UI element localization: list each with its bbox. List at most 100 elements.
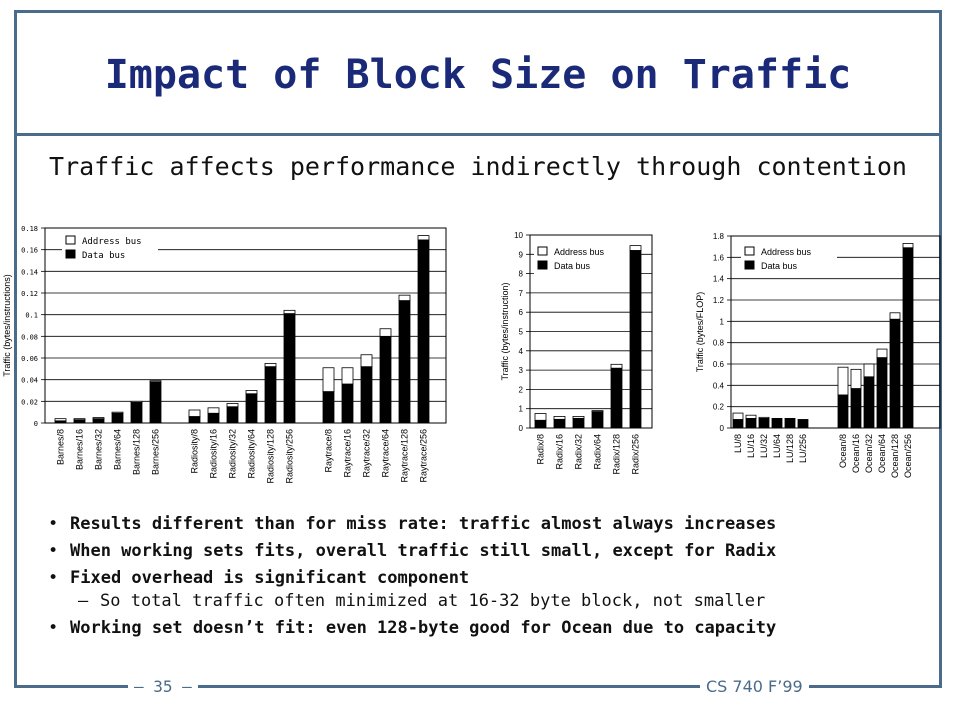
bar-data bbox=[902, 247, 914, 429]
y-tick-label: 1 bbox=[519, 405, 524, 414]
bar-address bbox=[850, 368, 862, 389]
legend-address-swatch bbox=[65, 235, 76, 245]
y-tick-label: 6 bbox=[519, 308, 524, 317]
legend-box bbox=[534, 243, 630, 277]
x-tick-label: Ocean/16 bbox=[851, 434, 861, 473]
bar-address bbox=[398, 294, 411, 301]
legend-box bbox=[62, 232, 158, 266]
bar-data bbox=[149, 381, 162, 424]
y-tick-label: 1.6 bbox=[713, 253, 725, 262]
bar-address bbox=[889, 312, 901, 320]
legend-data-label: Data bus bbox=[554, 261, 591, 271]
bar-address bbox=[534, 413, 547, 421]
bar-address bbox=[745, 414, 757, 419]
y-tick-label: 3 bbox=[519, 366, 524, 375]
bar-data bbox=[889, 318, 901, 429]
bar-data bbox=[784, 417, 796, 429]
y-tick-label: 0.04 bbox=[21, 377, 38, 385]
plot-frame bbox=[44, 227, 447, 424]
x-tick-label: Radiosity/256 bbox=[285, 429, 295, 484]
bar-data bbox=[771, 417, 783, 429]
legend-address-swatch bbox=[744, 246, 755, 256]
bar-data bbox=[379, 335, 392, 424]
bar-address bbox=[188, 409, 201, 417]
x-tick-label: LU/16 bbox=[746, 434, 756, 458]
bar-data bbox=[341, 383, 354, 424]
x-tick-label: Ocean/256 bbox=[903, 434, 913, 478]
y-tick-label: 1.4 bbox=[713, 275, 725, 284]
bar-address bbox=[417, 235, 430, 241]
bar-data bbox=[758, 417, 770, 429]
y-tick-label: 2 bbox=[519, 385, 524, 394]
bar-data bbox=[92, 418, 105, 424]
bullet-item: • Fixed overhead is significant component bbox=[48, 568, 470, 588]
bar-address bbox=[732, 412, 744, 420]
bar-data bbox=[283, 313, 296, 424]
x-tick-label: LU/128 bbox=[785, 434, 795, 463]
legend-data-label: Data bus bbox=[761, 261, 798, 271]
bullet-text: Working set doesn’t fit: even 128-byte g… bbox=[70, 618, 777, 638]
y-axis-label: Traffic (bytes/instruction) bbox=[500, 282, 510, 380]
bar-data bbox=[837, 394, 849, 429]
y-tick-label: 10 bbox=[514, 231, 523, 240]
bar-data bbox=[863, 376, 875, 429]
page-number: – 35 – bbox=[128, 677, 198, 696]
bullet-item: • When working sets fits, overall traffic… bbox=[48, 541, 777, 561]
y-tick-label: 1.8 bbox=[713, 232, 725, 241]
y-tick-label: 0.6 bbox=[713, 360, 725, 369]
bar-data bbox=[572, 417, 585, 429]
bar-data bbox=[534, 419, 547, 429]
bar-address bbox=[591, 410, 604, 412]
x-tick-label: Raytrace/8 bbox=[324, 429, 334, 473]
bar-address bbox=[226, 403, 239, 408]
bar-data bbox=[797, 419, 809, 429]
x-tick-label: Radix/16 bbox=[555, 434, 565, 470]
x-tick-label: LU/32 bbox=[759, 434, 769, 458]
bar-address bbox=[876, 348, 888, 359]
bar-address bbox=[92, 417, 105, 420]
course-label: CS 740 F’99 bbox=[700, 677, 809, 696]
sub-bullet-text: So total traffic often minimized at 16-3… bbox=[100, 591, 766, 611]
bar-data bbox=[245, 393, 258, 424]
y-tick-label: 0.8 bbox=[713, 339, 725, 348]
title-divider bbox=[14, 133, 942, 136]
bar-address bbox=[207, 407, 220, 414]
legend-data-swatch bbox=[744, 260, 755, 270]
legend-box bbox=[741, 243, 837, 277]
x-tick-label: Radiosity/32 bbox=[228, 429, 238, 479]
bar-data bbox=[398, 300, 411, 424]
bar-address bbox=[130, 400, 143, 403]
bar-data bbox=[610, 367, 623, 429]
plot-frame bbox=[730, 235, 941, 429]
y-tick-label: 1 bbox=[720, 317, 725, 326]
x-tick-label: Radix/128 bbox=[612, 434, 622, 475]
y-tick-label: 0.18 bbox=[21, 225, 38, 233]
bar-data bbox=[226, 406, 239, 424]
bar-data bbox=[188, 416, 201, 424]
x-tick-label: LU/64 bbox=[772, 434, 782, 458]
bar-data bbox=[850, 388, 862, 429]
bar-address bbox=[111, 411, 124, 414]
bar-address bbox=[758, 416, 770, 419]
bar-address bbox=[379, 328, 392, 337]
y-tick-label: 0 bbox=[720, 424, 725, 433]
x-tick-label: LU/256 bbox=[798, 434, 808, 463]
legend-data-swatch bbox=[65, 249, 76, 259]
x-tick-label: Radix/64 bbox=[593, 434, 603, 470]
y-tick-label: 5 bbox=[519, 328, 524, 337]
x-tick-label: Raytrace/64 bbox=[381, 429, 391, 478]
y-tick-label: 0.14 bbox=[21, 268, 38, 276]
bar-address bbox=[73, 418, 86, 421]
bar-data bbox=[322, 391, 335, 424]
y-tick-label: 9 bbox=[519, 250, 524, 259]
bar-address bbox=[264, 363, 277, 368]
bar-data bbox=[876, 357, 888, 429]
x-tick-label: Radiosity/128 bbox=[266, 429, 276, 484]
legend-data-swatch bbox=[537, 260, 548, 270]
legend-data-label: Data bus bbox=[82, 251, 125, 261]
x-tick-label: Radiosity/16 bbox=[209, 429, 219, 479]
x-tick-label: Ocean/8 bbox=[838, 434, 848, 468]
bar-address bbox=[863, 363, 875, 378]
bar-data bbox=[130, 402, 143, 424]
x-tick-label: Raytrace/16 bbox=[343, 429, 353, 478]
